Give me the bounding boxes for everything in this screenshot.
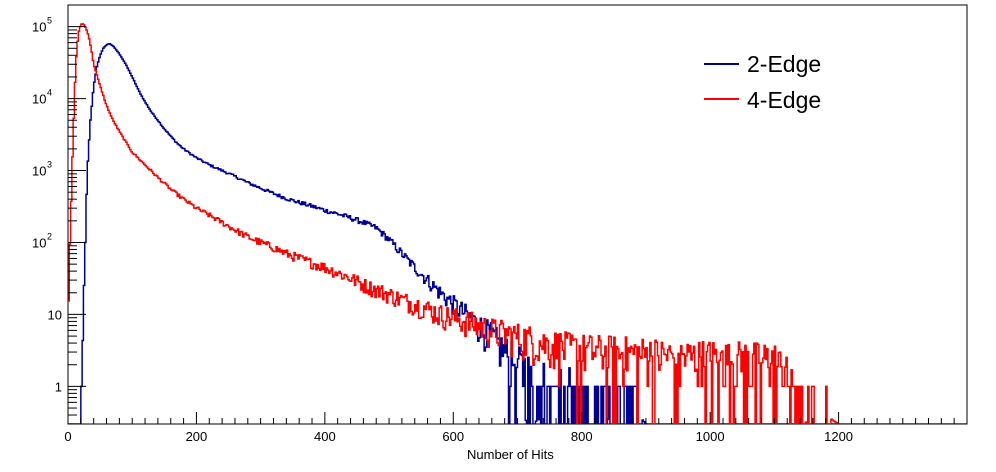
y-tick-label: 10 [48,307,62,322]
legend-label-4-edge: 4-Edge [747,87,821,113]
series-line-4-edge [68,23,967,424]
series-line-2-edge [68,42,967,424]
x-tick-label: 400 [314,429,336,444]
x-tick-label: 0 [64,429,71,444]
y-tick-label: 10 [32,20,46,35]
y-tick-exponent: 2 [47,231,52,241]
x-tick-label: 1200 [824,429,853,444]
y-tick-label: 10 [32,92,46,107]
x-axis-title: Number of Hits [467,447,554,462]
y-tick-label: 1 [55,379,62,394]
y-tick-label: 10 [32,235,46,250]
series-layer [68,23,967,424]
y-tick-label: 10 [32,164,46,179]
legend: 2-Edge 4-Edge [704,51,821,113]
x-tick-label: 1000 [696,429,725,444]
x-tick-label: 200 [186,429,208,444]
y-tick-exponent: 4 [47,88,52,98]
legend-label-2-edge: 2-Edge [747,51,821,77]
y-tick-exponent: 5 [47,16,52,26]
plot-frame [67,4,968,425]
x-tick-label: 800 [571,429,593,444]
x-tick-label: 600 [442,429,464,444]
y-tick-exponent: 3 [47,160,52,170]
